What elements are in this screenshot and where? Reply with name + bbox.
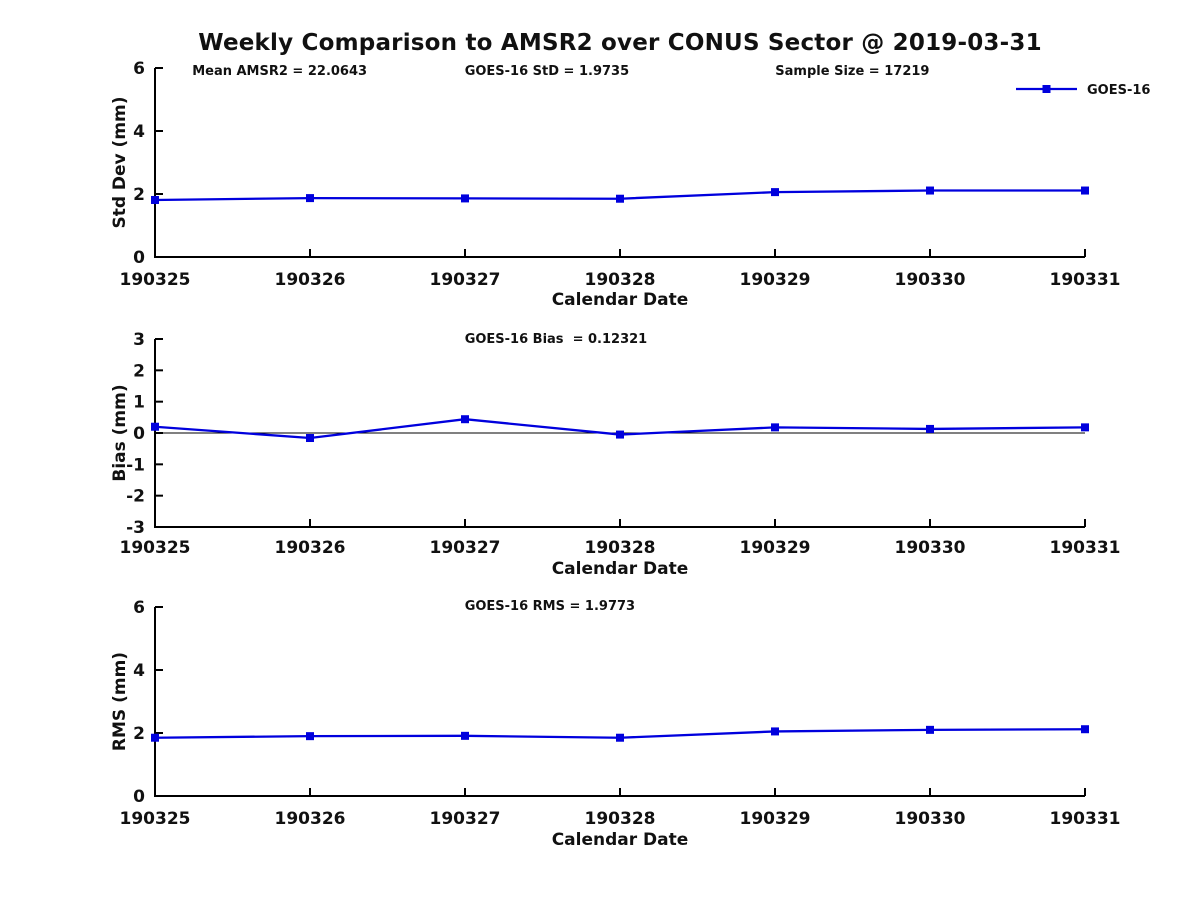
- data-point-marker: [926, 424, 934, 433]
- x-tick-label: 190329: [740, 270, 811, 290]
- x-axis-label: Calendar Date: [552, 559, 689, 579]
- data-point-marker: [461, 194, 469, 203]
- x-tick-label: 190325: [120, 809, 191, 829]
- y-tick-label: 6: [133, 59, 145, 79]
- y-tick-label: 0: [133, 787, 145, 807]
- x-tick-label: 190328: [585, 270, 656, 290]
- y-tick-label: -1: [126, 455, 145, 475]
- y-axis-label: Std Dev (mm): [110, 96, 130, 228]
- y-tick-label: -3: [126, 518, 145, 538]
- data-point-marker: [1081, 423, 1089, 432]
- x-tick-label: 190330: [895, 270, 966, 290]
- x-tick-label: 190331: [1050, 270, 1121, 290]
- y-tick-label: 6: [133, 598, 145, 618]
- data-point-marker: [306, 434, 314, 443]
- x-tick-label: 190327: [430, 538, 501, 558]
- x-tick-label: 190330: [895, 809, 966, 829]
- x-tick-label: 190327: [430, 809, 501, 829]
- x-tick-label: 190329: [740, 538, 811, 558]
- data-point-marker: [1081, 186, 1089, 195]
- x-tick-label: 190326: [275, 270, 346, 290]
- x-tick-label: 190325: [120, 270, 191, 290]
- y-tick-label: -2: [126, 487, 145, 507]
- y-tick-label: 0: [133, 424, 145, 444]
- axis-frame: [154, 607, 1085, 797]
- data-point-marker: [306, 732, 314, 741]
- stat-annotation: Mean AMSR2 = 22.0643: [192, 64, 367, 79]
- x-axis-label: Calendar Date: [552, 290, 689, 310]
- x-tick-label: 190330: [895, 538, 966, 558]
- y-axis-label: RMS (mm): [110, 652, 130, 751]
- x-tick-label: 190328: [585, 538, 656, 558]
- data-point-marker: [616, 733, 624, 742]
- data-point-marker: [771, 727, 779, 736]
- legend-marker-icon: [1042, 85, 1051, 93]
- data-point-marker: [461, 731, 469, 740]
- x-tick-label: 190326: [275, 538, 346, 558]
- y-tick-label: 3: [133, 330, 145, 350]
- chart-rms: 0 2 4 6 190325 190326 190327 190328 190329 190330…: [110, 598, 1120, 850]
- data-point-marker: [926, 725, 934, 734]
- data-point-marker: [151, 195, 159, 204]
- x-tick-label: 190331: [1050, 538, 1121, 558]
- x-tick-label: 190327: [430, 270, 501, 290]
- data-point-marker: [926, 186, 934, 195]
- y-tick-label: 4: [133, 661, 145, 681]
- data-point-marker: [771, 188, 779, 197]
- y-tick-label: 2: [133, 361, 145, 381]
- data-point-marker: [461, 415, 469, 424]
- x-tick-label: 190329: [740, 809, 811, 829]
- y-tick-label: 4: [133, 122, 145, 142]
- stat-annotation: GOES-16 StD = 1.9735: [465, 64, 629, 79]
- axis-frame: [154, 68, 1085, 258]
- x-tick-label: 190326: [275, 809, 346, 829]
- stat-annotation: Sample Size = 17219: [775, 64, 929, 79]
- data-point-marker: [151, 422, 159, 431]
- x-tick-label: 190328: [585, 809, 656, 829]
- stat-annotation: GOES-16 Bias = 0.12321: [465, 332, 648, 347]
- data-point-marker: [616, 430, 624, 439]
- y-tick-label: 0: [133, 248, 145, 268]
- data-point-marker: [306, 194, 314, 203]
- data-point-marker: [1081, 725, 1089, 734]
- stat-annotation: GOES-16 RMS = 1.9773: [465, 599, 635, 614]
- y-tick-label: 1: [133, 393, 145, 413]
- chart-stddev: 0 2 4 6 190325 190326 190327 190328 190329 190330…: [110, 59, 1150, 310]
- data-point-marker: [616, 194, 624, 203]
- data-point-marker: [151, 733, 159, 742]
- x-axis-label: Calendar Date: [552, 830, 689, 850]
- legend-label: GOES-16: [1087, 83, 1150, 98]
- x-tick-label: 190331: [1050, 809, 1121, 829]
- data-point-marker: [771, 423, 779, 432]
- y-axis-label: Bias (mm): [110, 384, 130, 481]
- x-tick-label: 190325: [120, 538, 191, 558]
- y-tick-label: 2: [133, 724, 145, 744]
- figure-title: Weekly Comparison to AMSR2 over CONUS Se…: [198, 30, 1042, 56]
- legend: GOES-16: [1016, 83, 1150, 98]
- y-tick-label: 2: [133, 185, 145, 205]
